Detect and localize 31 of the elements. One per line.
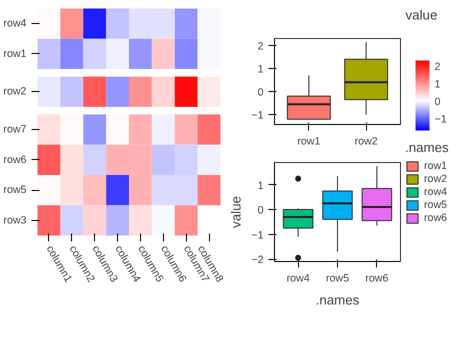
- color-bar-label: 0: [434, 96, 440, 108]
- y-tick-label: row7: [3, 124, 27, 136]
- y-tick-label: row5: [3, 184, 27, 196]
- legend-label: row4: [424, 186, 448, 198]
- legend-label: row2: [424, 173, 448, 185]
- y-tick-label: row6: [3, 154, 27, 166]
- y-tick-label: row4: [3, 18, 27, 30]
- color-bar-title: value: [406, 8, 438, 22]
- x-tick-label: row6: [365, 272, 388, 284]
- y-axis-title: value: [228, 196, 244, 228]
- legend-title: .names: [405, 140, 449, 155]
- y-tick-label: 1: [258, 180, 264, 192]
- y-tick-label: 0: [258, 204, 264, 217]
- legend-label: row1: [424, 160, 448, 172]
- x-tick-label: row5: [326, 272, 350, 284]
- x-axis-title: .names: [316, 292, 360, 308]
- legend-label: row5: [424, 199, 448, 211]
- x-tick-label: row4: [286, 272, 310, 284]
- y-tick-label: −2: [251, 254, 264, 266]
- y-tick-label: −1: [251, 110, 264, 122]
- y-tick-label: row2: [3, 86, 27, 98]
- color-bar-label: 2: [434, 60, 440, 73]
- y-tick-label: 1: [258, 63, 264, 76]
- color-bar-label: −1: [434, 113, 447, 126]
- y-tick-label: 0: [258, 86, 264, 99]
- y-tick-label: row1: [3, 48, 27, 60]
- y-tick-label: −1: [251, 229, 264, 242]
- y-tick-label: 2: [258, 40, 264, 52]
- color-bar-label: 1: [434, 78, 440, 90]
- legend-label: row6: [424, 212, 448, 224]
- y-tick-label: row3: [3, 214, 27, 226]
